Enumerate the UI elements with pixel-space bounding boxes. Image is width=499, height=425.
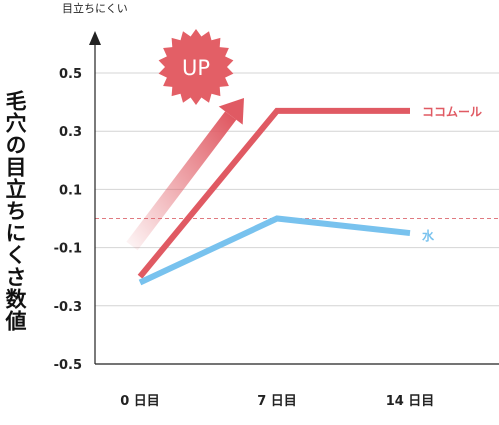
up-badge-label: UP bbox=[182, 56, 210, 80]
x-tick-label: 14 日目 bbox=[386, 394, 435, 409]
y-tick-label: 0.3 bbox=[59, 125, 82, 140]
up-arrow-head-icon bbox=[218, 98, 244, 125]
y-tick-label: 0.5 bbox=[59, 67, 82, 82]
up-badge-starburst-icon bbox=[158, 29, 234, 105]
series-label: 水 bbox=[422, 228, 435, 243]
up-arrow-shaft bbox=[126, 111, 237, 251]
y-axis-arrow-icon bbox=[89, 31, 101, 45]
axis-direction-note: 目立ちにくい bbox=[62, 2, 128, 15]
y-tick-label: -0.5 bbox=[54, 358, 82, 373]
y-tick-label: -0.1 bbox=[54, 242, 82, 257]
series-line bbox=[137, 107, 410, 279]
y-tick-label: -0.3 bbox=[54, 300, 82, 315]
y-tick-label: 0.1 bbox=[59, 183, 82, 198]
x-tick-label: 7 日目 bbox=[257, 394, 297, 409]
series-label: ココムール bbox=[422, 105, 482, 119]
y-axis-label: 毛穴の目立ちにくさ数値 bbox=[3, 90, 27, 332]
x-tick-label: 0 日目 bbox=[120, 394, 160, 409]
